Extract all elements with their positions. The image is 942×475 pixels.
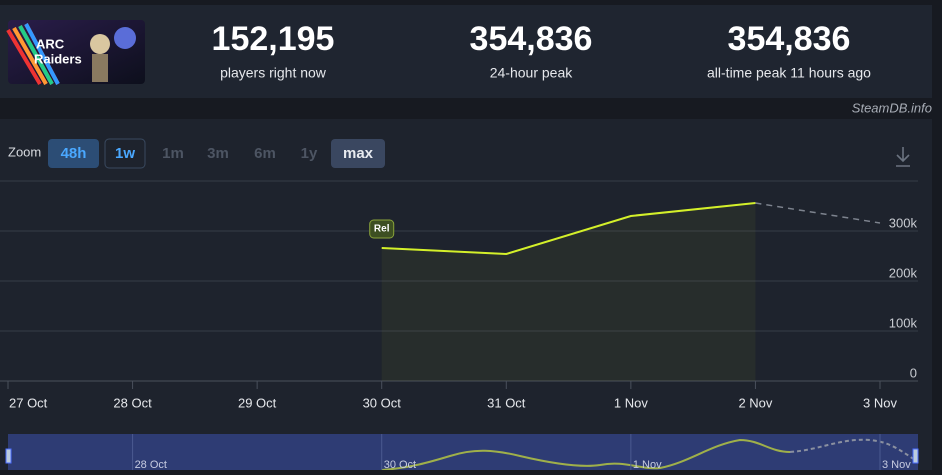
stat-value: 152,195 [212, 20, 335, 58]
x-tick-label: 30 Oct [363, 395, 402, 410]
annotation-badge [369, 219, 395, 239]
logo-stripe [24, 23, 60, 85]
stat-label: all-time peak 11 hours ago [707, 65, 871, 81]
navigator-handle[interactable] [912, 448, 919, 464]
stats-panel [0, 5, 932, 98]
y-tick-label: 200k [889, 265, 918, 280]
navigator-label: 3 Nov [882, 459, 911, 470]
logo-figure [92, 54, 108, 82]
navigator-label: 30 Oct [384, 459, 416, 470]
x-tick-label: 29 Oct [238, 395, 277, 410]
line [381, 202, 756, 256]
zoom-button[interactable] [104, 138, 146, 169]
plot: 0 100k 200k 300k 27 Oct 28 Oct 29 Oct 30 Oct 31 … [0, 180, 918, 410]
logo-stripe [18, 25, 54, 85]
zoom-label: Zoom [8, 144, 41, 159]
stat-label: 24-hour peak [490, 65, 574, 81]
zoom-button-label[interactable]: 1m [162, 145, 184, 162]
zoom-button[interactable] [331, 139, 385, 168]
x-tick-label: 3 Nov [863, 395, 897, 410]
x-tick-label: 28 Oct [113, 395, 152, 410]
game-logo: ARC Raiders [6, 20, 145, 86]
download-glyph[interactable] [896, 147, 910, 167]
stat-value: 354,836 [728, 20, 851, 58]
zoom-button[interactable] [48, 139, 99, 168]
logo-figure [114, 27, 136, 49]
logo-text: ARC [36, 36, 65, 51]
navigator-label: 28 Oct [135, 459, 167, 470]
zoom-button-label[interactable]: 1y [301, 145, 318, 162]
navigator-label: 1 Nov [633, 459, 662, 470]
x-tick-label: 1 Nov [614, 395, 648, 410]
logo-figure [90, 34, 110, 54]
zoom-button-label[interactable]: 6m [254, 145, 276, 162]
y-tick-label: 300k [889, 215, 918, 230]
stat-value: 354,836 [470, 20, 593, 58]
x-tick-label: 2 Nov [738, 395, 772, 410]
navigator-line [381, 438, 791, 471]
x-tick-label: 31 Oct [487, 395, 526, 410]
chart-panel [0, 119, 932, 470]
navigator-handle[interactable] [5, 448, 12, 464]
zoom-button-label[interactable]: 3m [207, 145, 229, 162]
zoom-buttons: 48h 1w 1m 3m 6m 1y max [48, 138, 385, 169]
download-icon[interactable] [896, 147, 910, 167]
zoom-button-label[interactable]: 48h [61, 145, 87, 162]
stat-label: players right now [220, 65, 327, 81]
logo-text: Raiders [34, 51, 82, 66]
y-tick-label: 0 [910, 365, 917, 380]
x-tick-label: 27 Oct [9, 395, 48, 410]
line-area [381, 203, 756, 381]
y-tick-label: 100k [889, 315, 918, 330]
zoom-button-label[interactable]: 1w [115, 145, 135, 162]
navigator-line-estimate [789, 438, 919, 463]
zoom-button-label[interactable]: max [343, 145, 374, 162]
navigator-content: 28 Oct 30 Oct 1 Nov 3 Nov [5, 434, 919, 471]
watermark[interactable]: SteamDB.info [852, 100, 932, 115]
logo-stripe [12, 27, 48, 85]
annotation-text: Rel [374, 224, 390, 235]
